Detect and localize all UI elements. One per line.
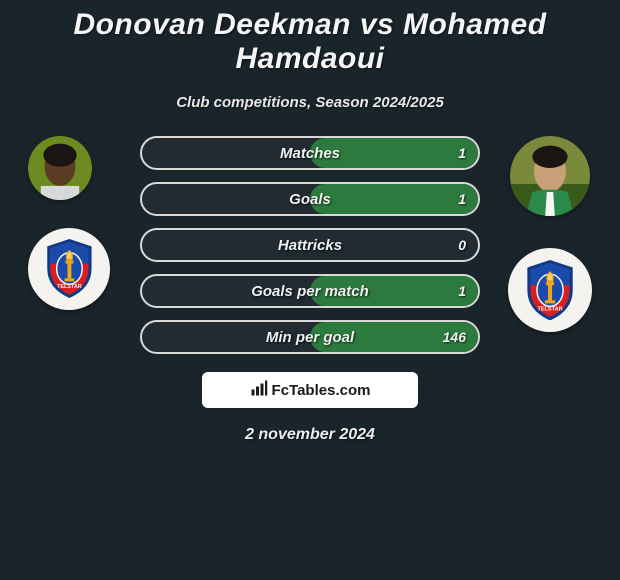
svg-text:TELSTAR: TELSTAR [57, 285, 82, 291]
stat-label: Goals per match [142, 276, 478, 306]
footer-brand-text: FcTables.com [272, 382, 371, 399]
page-title: Donovan Deekman vs Mohamed Hamdaoui [0, 0, 620, 76]
stat-value-right: 146 [443, 322, 466, 352]
player2-avatar [510, 136, 590, 216]
stat-row: Goals per match1 [140, 274, 480, 308]
stat-label: Min per goal [142, 322, 478, 352]
telstar-crest-icon: TELSTAR [508, 248, 592, 332]
subtitle: Club competitions, Season 2024/2025 [0, 94, 620, 111]
stat-row: Goals1 [140, 182, 480, 216]
stat-label: Hattricks [142, 230, 478, 260]
player2-club-badge: TELSTAR [508, 248, 592, 332]
player1-club-badge: TELSTAR [28, 228, 110, 310]
bar-chart-icon [250, 379, 268, 401]
player1-face-icon [28, 136, 92, 200]
date-text: 2 november 2024 [0, 426, 620, 444]
svg-text:TELSTAR: TELSTAR [537, 306, 562, 312]
stat-label: Matches [142, 138, 478, 168]
player2-face-icon [510, 136, 590, 216]
stat-value-right: 1 [458, 276, 466, 306]
stat-row: Min per goal146 [140, 320, 480, 354]
stat-row: Hattricks0 [140, 228, 480, 262]
stat-value-right: 0 [458, 230, 466, 260]
fctables-link[interactable]: FcTables.com [202, 372, 418, 408]
stat-row: Matches1 [140, 136, 480, 170]
telstar-crest-icon: TELSTAR [28, 228, 110, 310]
stat-label: Goals [142, 184, 478, 214]
stat-value-right: 1 [458, 138, 466, 168]
stat-bars: Matches1Goals1Hattricks0Goals per match1… [140, 136, 480, 354]
player1-avatar [28, 136, 92, 200]
stat-value-right: 1 [458, 184, 466, 214]
stats-container: TELSTAR TELSTAR Matches [0, 136, 620, 354]
